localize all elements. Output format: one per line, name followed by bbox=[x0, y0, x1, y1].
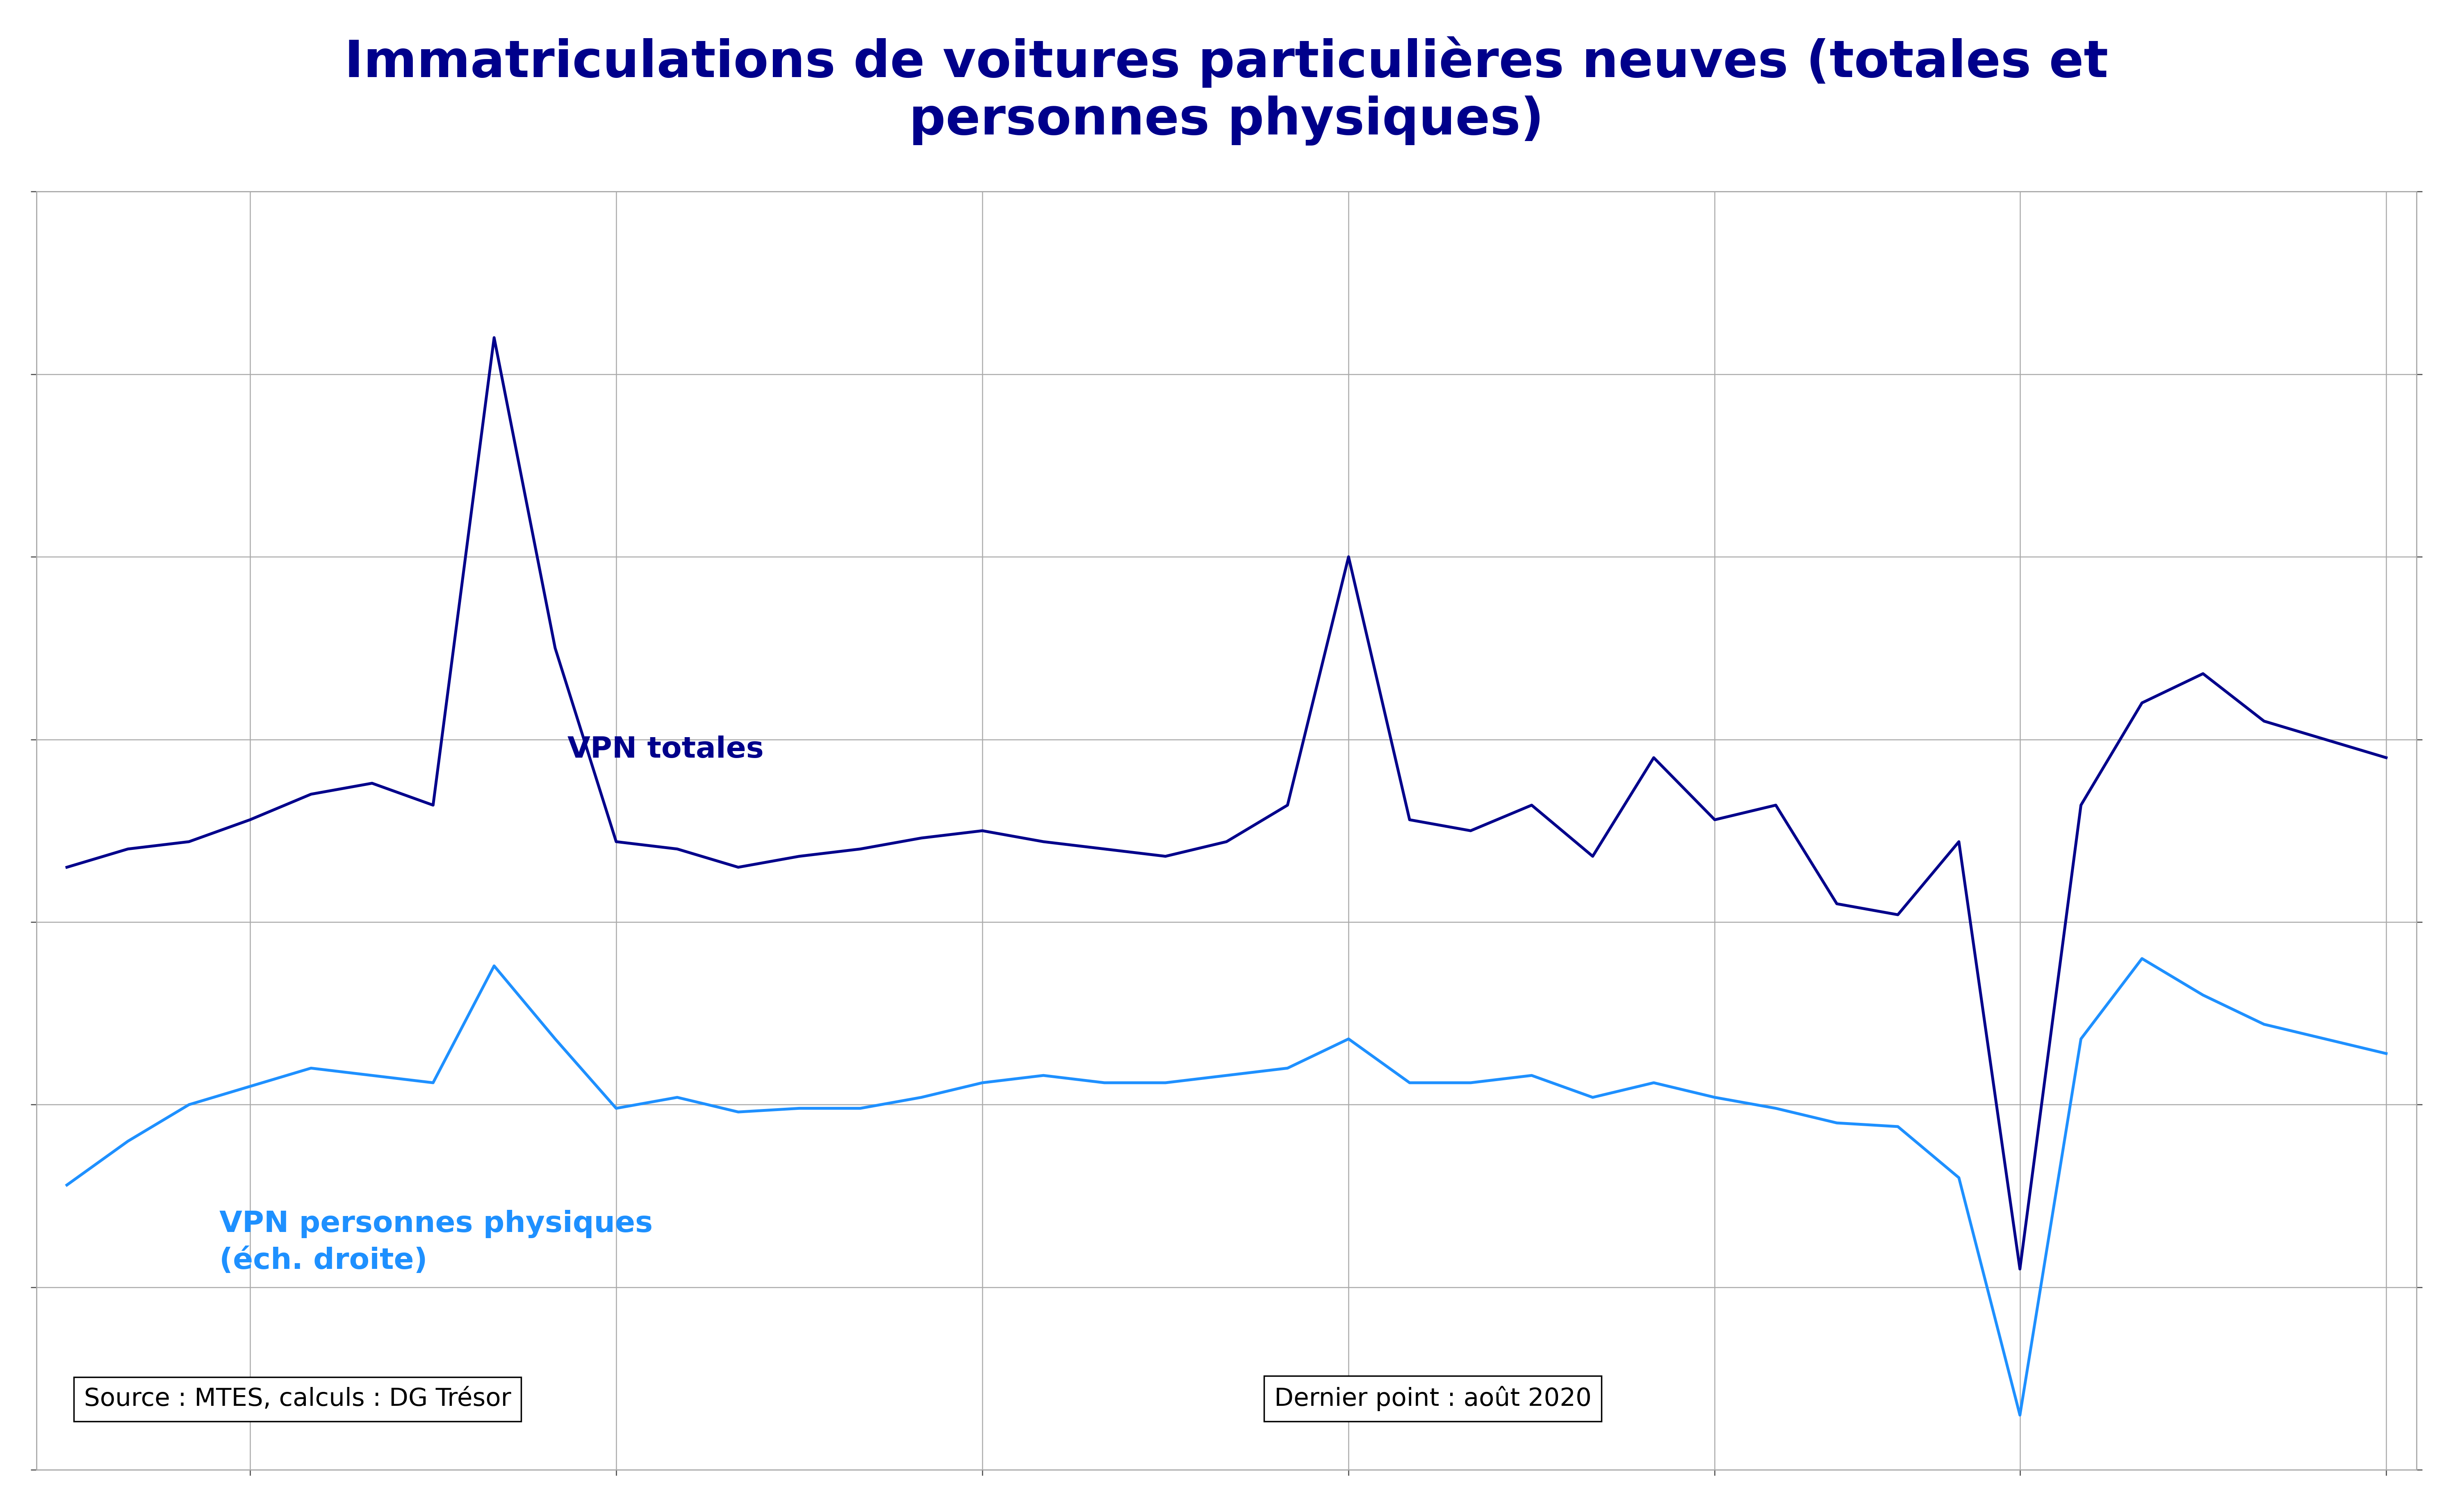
Text: Source : MTES, calculs : DG Trésor: Source : MTES, calculs : DG Trésor bbox=[83, 1387, 510, 1411]
Text: VPN totales: VPN totales bbox=[567, 735, 763, 764]
Title: Immatriculations de voitures particulières neuves (totales et
personnes physique: Immatriculations de voitures particulièr… bbox=[343, 36, 2110, 145]
Text: Dernier point : août 2020: Dernier point : août 2020 bbox=[1273, 1387, 1592, 1411]
Text: VPN personnes physiques
(éch. droite): VPN personnes physiques (éch. droite) bbox=[218, 1210, 652, 1275]
